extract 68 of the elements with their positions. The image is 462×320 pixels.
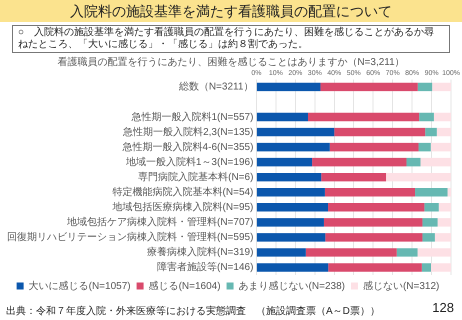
bar <box>425 128 437 136</box>
bar <box>396 248 418 257</box>
bar <box>406 158 420 166</box>
bar <box>256 82 320 92</box>
bar <box>422 263 431 272</box>
bar <box>430 142 452 152</box>
bar <box>328 263 422 272</box>
text: 看護職員の配置を行うにあたり、困難を感じることはありますか（N=3,211） <box>56 56 406 69</box>
y-tick-label: 専門病院入院基本料(N=6) <box>138 170 254 183</box>
source-note: 出典：令和７年度入院・外来医療等における実態調査 （施設調査票（A～D票）） <box>6 304 380 318</box>
y-tick-label: 地域包括ケア病棟入院料・管理料(N=707) <box>66 216 254 228</box>
y-tick-label: 急性期一般入院料4-6(N=355) <box>122 140 254 153</box>
bar <box>434 112 452 122</box>
y-tick-label: 回復期リハビリテーション病棟入院料・管理料(N=595) <box>7 231 254 244</box>
bar <box>256 248 306 257</box>
y-tick-label: 急性期一般入院料1(N=557) <box>130 110 254 123</box>
bar <box>256 142 330 152</box>
legend-label: 感じない(N=312) <box>362 280 440 292</box>
bar <box>418 142 431 152</box>
bar <box>422 218 438 227</box>
y-tick-label: 地域一般入院料1～3(N=196) <box>124 156 254 168</box>
bar <box>422 233 435 242</box>
bar <box>415 188 448 196</box>
y-tick-label: 地域包括医療病棟入院料(N=95) <box>112 201 254 214</box>
bar <box>256 172 322 182</box>
chart-subtitle: ○ 入院料の施設基準を満たす看護職員の配置を行うにあたり、困難を感じることがあるか尋ねたところ、「大いに感じる」・「感じる」は約８割であった。 <box>12 25 450 53</box>
bar <box>256 128 334 136</box>
y-tick-label: 障害者施設等(N=146) <box>157 261 254 274</box>
bar <box>320 82 418 92</box>
y-tick-label: 総数（N=3211） <box>178 80 254 93</box>
bar <box>420 158 452 166</box>
bar <box>448 188 452 196</box>
bar <box>328 203 424 212</box>
bar <box>418 82 432 92</box>
bar <box>324 188 416 196</box>
bar <box>321 172 386 182</box>
bar <box>334 128 426 136</box>
bar <box>325 233 422 242</box>
bar <box>256 203 328 212</box>
bar <box>419 112 434 122</box>
text: 128 <box>432 300 454 315</box>
bar <box>256 188 325 196</box>
bar <box>256 112 308 122</box>
bar <box>438 218 452 227</box>
bar <box>256 233 326 242</box>
bar <box>312 158 406 166</box>
bar <box>432 82 452 92</box>
bar <box>438 203 452 212</box>
legend-label: 感じる(N=1604) <box>148 280 221 292</box>
y-tick-label: 療養病棟入院料(N=319) <box>147 246 254 258</box>
y-tick-label: 特定機能病院入院基本料(N=54) <box>112 186 254 198</box>
bar <box>436 128 452 136</box>
bar <box>306 248 397 257</box>
bar <box>386 172 451 182</box>
bar <box>324 218 422 227</box>
y-tick-label: 急性期一般入院料2,3(N=135) <box>122 126 254 138</box>
chart-title: 入院料の施設基準を満たす看護職員の配置について <box>0 0 462 22</box>
bar <box>330 142 419 152</box>
bar <box>434 233 452 242</box>
legend-label: あまり感じない(N=238) <box>238 280 345 292</box>
bar <box>308 112 420 122</box>
bar <box>256 263 328 272</box>
bar <box>431 263 452 272</box>
legend-label: 大いに感じる(N=1057) <box>28 280 131 292</box>
bar <box>256 218 324 227</box>
bar <box>418 248 452 257</box>
bar <box>424 203 439 212</box>
bar <box>256 158 312 166</box>
